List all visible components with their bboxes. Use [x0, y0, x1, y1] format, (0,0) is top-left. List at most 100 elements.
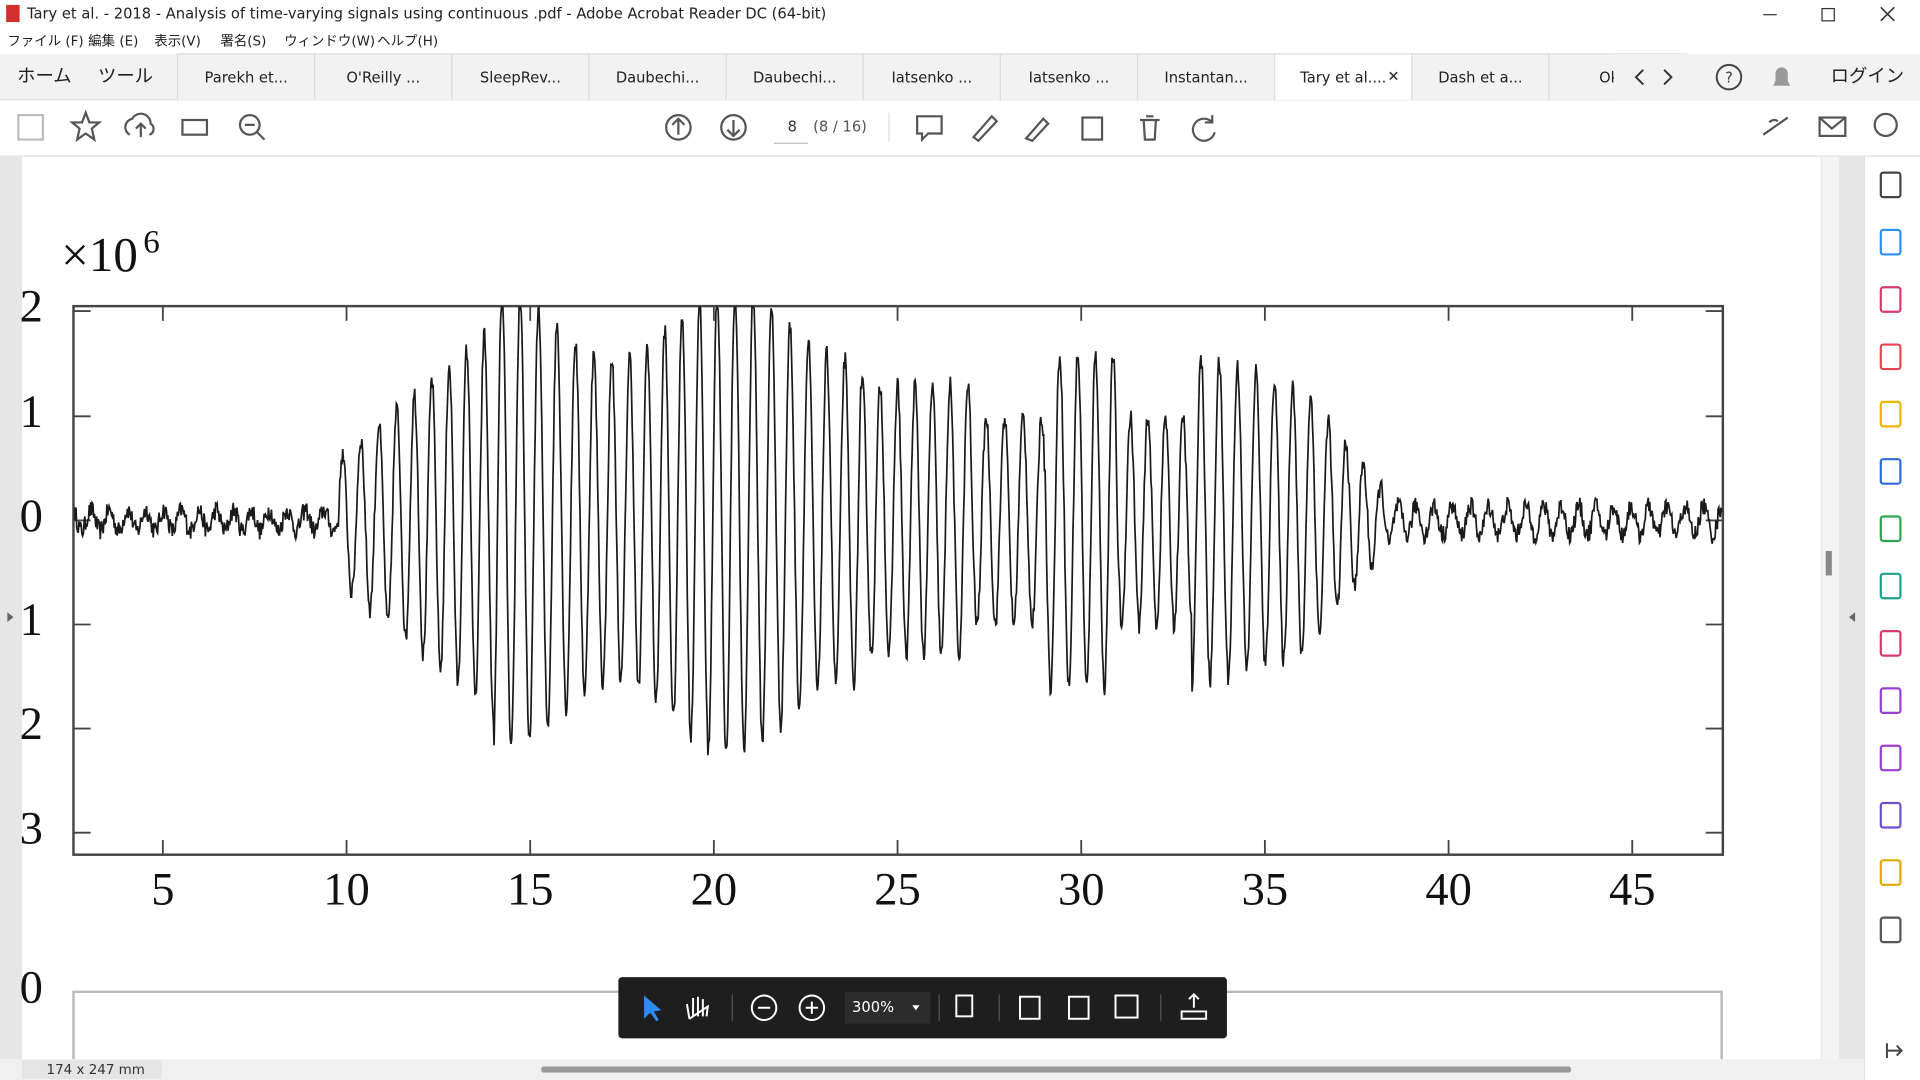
tab-label[interactable]: O'Reilly ... [346, 69, 420, 86]
y-tick-label: 1 [20, 595, 43, 646]
zoom-out-icon[interactable] [238, 114, 261, 136]
collapse-panel[interactable] [1885, 1043, 1904, 1058]
zoom-in[interactable] [798, 994, 826, 1021]
page-number[interactable]: 8 [788, 118, 797, 135]
account-icon[interactable] [1873, 112, 1898, 138]
mail-icon[interactable] [1818, 116, 1847, 138]
zoom-out[interactable] [750, 994, 778, 1021]
tab[interactable] [176, 53, 316, 102]
prev-page[interactable] [665, 114, 692, 141]
next-page[interactable] [720, 114, 747, 141]
tab-label[interactable]: Daubechi... [753, 69, 836, 86]
scroll-thumb[interactable] [1825, 551, 1832, 576]
link-icon[interactable] [1762, 116, 1789, 136]
left-panel-toggle[interactable] [7, 612, 14, 623]
star-icon[interactable] [69, 109, 103, 143]
tool-icon[interactable] [1879, 916, 1902, 944]
fit-page[interactable] [1068, 995, 1090, 1020]
tab-label[interactable]: Instantan... [1164, 69, 1247, 86]
highlight-icon[interactable] [971, 114, 999, 143]
tool-icon[interactable] [1879, 458, 1902, 485]
zoom-dropdown[interactable] [912, 1005, 920, 1011]
tool-icon[interactable] [1879, 515, 1902, 543]
tool-icon[interactable] [1879, 859, 1902, 886]
tab[interactable] [1136, 53, 1276, 102]
tab[interactable] [999, 53, 1139, 102]
hand-tool[interactable] [685, 996, 709, 1020]
menu-item[interactable]: ウィンドウ(W) [284, 34, 375, 50]
tool-icon[interactable] [1879, 228, 1902, 256]
y-tick-label: 0 [20, 491, 43, 542]
tab-label[interactable]: SleepRev... [480, 69, 561, 86]
menu-item[interactable]: 表示(V) [154, 34, 201, 50]
tab-label[interactable]: Iatsenko ... [891, 69, 972, 86]
window-title: Tary et al. - 2018 - Analysis of time-va… [26, 6, 826, 23]
right-panel-toggle[interactable] [1848, 612, 1856, 623]
tab-nav-area [1613, 53, 1920, 101]
tab-label[interactable]: Tary et al.... [1299, 69, 1386, 86]
menu: ファイル (F) 編集 (E) 表示(V) 署名(S) ウィンドウ(W) ヘルプ(H) [7, 34, 438, 50]
x-tick-label: 45 [1609, 865, 1656, 916]
print-icon[interactable] [181, 118, 209, 136]
y-tick-label: 1 [20, 387, 43, 438]
page-view[interactable] [955, 994, 974, 1018]
scrollbar[interactable] [1822, 156, 1840, 1060]
tab[interactable] [588, 53, 727, 102]
bell-icon[interactable] [1773, 67, 1791, 86]
tool-icon[interactable] [1879, 171, 1902, 199]
login[interactable]: ログイン [1831, 66, 1904, 87]
tool-icon[interactable] [1879, 286, 1902, 313]
edit-icon[interactable] [1081, 116, 1104, 141]
x-tick-label: 15 [507, 865, 554, 916]
menu-item[interactable]: ヘルプ(H) [377, 34, 438, 50]
app-icon [6, 4, 20, 23]
floating-icons [685, 992, 1208, 1021]
full-screen[interactable] [1114, 994, 1139, 1019]
tool-icon[interactable] [1879, 400, 1902, 428]
tab-label[interactable]: Daubechi... [616, 69, 699, 86]
tab-scroll[interactable] [1634, 69, 1673, 86]
x-tick-label: 35 [1242, 865, 1289, 916]
rotate-icon[interactable] [1191, 115, 1216, 142]
tab[interactable] [1411, 53, 1550, 102]
title-bar [0, 0, 1920, 30]
restore[interactable] [1821, 7, 1835, 22]
floating-separators [731, 994, 1162, 1022]
delete-icon[interactable] [1140, 115, 1160, 141]
exponent: 6 [143, 224, 160, 260]
comment-icon[interactable] [916, 115, 943, 143]
home-tab[interactable]: ホーム [17, 66, 72, 87]
tools-tab[interactable]: ツール [98, 66, 153, 87]
select-tool[interactable] [644, 995, 662, 1022]
tab[interactable] [1274, 53, 1413, 102]
help-icon[interactable] [1715, 63, 1743, 91]
h-scroll-thumb[interactable] [541, 1066, 1572, 1073]
tool-icon[interactable] [1879, 630, 1902, 657]
menu-item[interactable]: 編集 (E) [88, 34, 138, 50]
tab-label[interactable]: Parekh et... [205, 69, 288, 86]
upload-icon[interactable] [124, 112, 155, 138]
tab[interactable] [862, 53, 1002, 102]
document-tabs: Parekh et... O'Reilly ... SleepRev... Daube… [176, 53, 1687, 102]
fit-width[interactable] [1019, 995, 1041, 1020]
zoom-level[interactable]: 300% [852, 999, 894, 1016]
tab-label[interactable]: Iatsenko ... [1029, 69, 1110, 86]
tab-close[interactable] [1389, 71, 1398, 81]
page-count: (8 / 16) [813, 118, 867, 135]
tab[interactable] [725, 53, 864, 102]
share[interactable] [1180, 992, 1208, 1020]
tool-icon[interactable] [1879, 801, 1902, 829]
right-tool-panel [1863, 156, 1920, 1080]
tool-icon[interactable] [1879, 572, 1902, 600]
tab-label[interactable]: Dash et a... [1438, 69, 1522, 86]
save-icon[interactable] [17, 114, 44, 141]
menu-item[interactable]: 署名(S) [220, 34, 266, 50]
tool-icon[interactable] [1879, 744, 1902, 772]
tab[interactable] [451, 53, 590, 102]
close[interactable] [1880, 6, 1895, 22]
menu-item[interactable]: ファイル (F) [7, 35, 83, 50]
sign-icon[interactable] [1024, 117, 1050, 143]
tool-icon[interactable] [1879, 343, 1902, 371]
tool-icon[interactable] [1879, 687, 1902, 715]
